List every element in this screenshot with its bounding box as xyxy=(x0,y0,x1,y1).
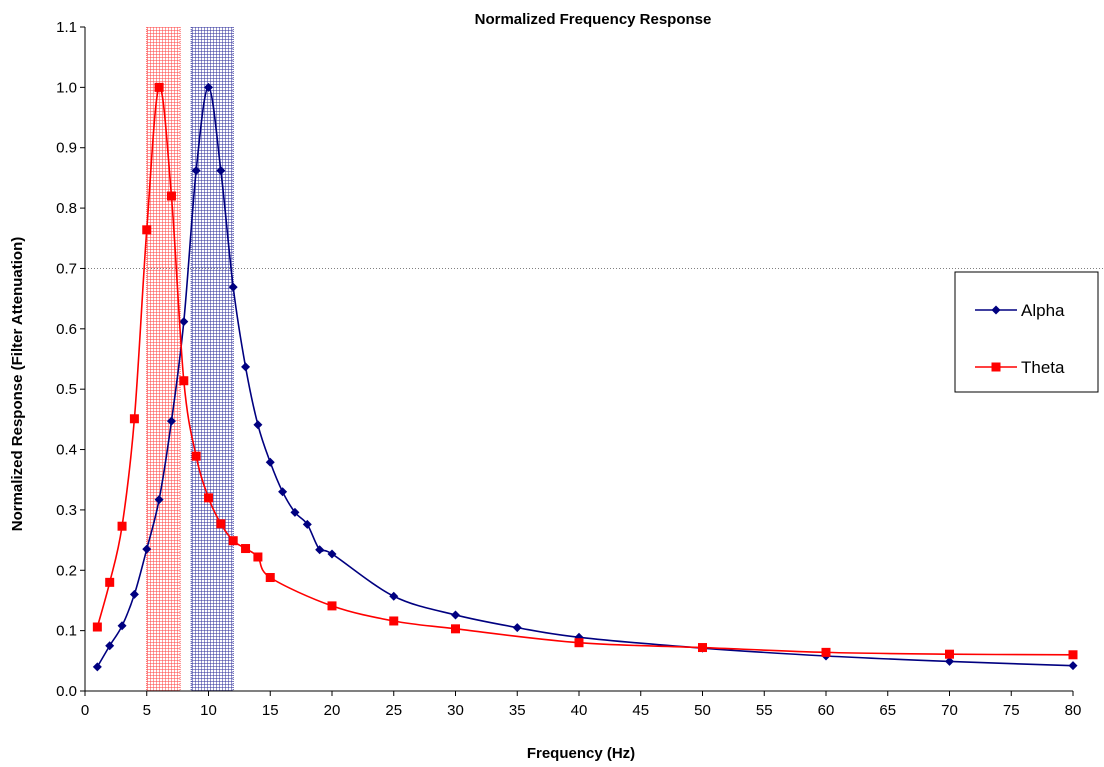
data-point-alpha xyxy=(265,457,275,467)
data-point-alpha xyxy=(302,519,312,529)
y-tick-label: 0.7 xyxy=(56,260,77,277)
y-tick-label: 0.8 xyxy=(56,200,77,217)
legend: Alpha Theta xyxy=(954,271,1099,393)
data-point-theta xyxy=(216,519,226,529)
legend-label: Alpha xyxy=(1021,301,1065,320)
series-layer xyxy=(92,82,1078,672)
data-point-alpha xyxy=(1068,661,1078,671)
data-point-alpha xyxy=(241,362,251,372)
data-point-alpha xyxy=(315,545,325,555)
data-point-theta xyxy=(179,376,189,386)
data-point-alpha xyxy=(129,589,139,599)
data-point-alpha xyxy=(166,416,176,426)
series-theta xyxy=(92,82,1078,660)
x-tick-label: 55 xyxy=(756,702,773,719)
legend-swatch-marker xyxy=(991,305,1001,315)
data-point-theta xyxy=(389,616,399,626)
data-point-theta xyxy=(166,191,176,201)
data-point-theta xyxy=(142,225,152,235)
data-point-alpha xyxy=(278,487,288,497)
legend-item-theta: Theta xyxy=(975,358,1065,377)
legend-item-alpha: Alpha xyxy=(975,301,1065,320)
x-tick-label: 35 xyxy=(509,702,526,719)
x-tick-label: 30 xyxy=(447,702,464,719)
y-tick-label: 0.5 xyxy=(56,381,77,398)
data-point-alpha xyxy=(216,166,226,176)
series-line-alpha xyxy=(96,86,1074,668)
data-point-theta xyxy=(574,638,584,648)
data-point-theta xyxy=(451,624,460,634)
x-tick-label: 15 xyxy=(262,702,279,719)
data-point-theta xyxy=(253,552,263,562)
data-point-theta xyxy=(327,601,337,611)
data-point-theta xyxy=(117,521,127,531)
data-point-theta xyxy=(241,544,251,554)
highlight-bands xyxy=(146,27,234,691)
data-point-theta xyxy=(105,577,115,587)
y-tick-label: 0.0 xyxy=(56,683,77,700)
data-point-theta xyxy=(265,573,275,583)
data-point-alpha xyxy=(451,610,460,620)
data-point-theta xyxy=(92,622,102,632)
data-point-theta xyxy=(698,643,707,653)
data-point-alpha xyxy=(142,544,152,554)
band-1 xyxy=(191,27,234,691)
data-point-alpha xyxy=(105,641,115,651)
x-tick-label: 80 xyxy=(1065,702,1082,719)
y-tick-label: 0.4 xyxy=(56,442,77,459)
y-tick-label: 0.9 xyxy=(56,140,77,157)
data-point-alpha xyxy=(253,420,263,430)
legend-label: Theta xyxy=(1021,358,1065,377)
y-tick-label: 0.2 xyxy=(56,562,77,579)
data-point-theta xyxy=(129,414,139,424)
data-point-theta xyxy=(945,649,954,659)
series-line-theta xyxy=(96,86,1074,656)
x-tick-label: 45 xyxy=(632,702,649,719)
data-point-alpha xyxy=(191,166,201,176)
band-0 xyxy=(146,27,181,691)
axes: 0.0 0.1 0.2 0.3 0.4 0.5 0.6 0.7 0.8 0.9 1.0 1.1 0 5 10… xyxy=(56,19,1081,719)
x-tick-label: 0 xyxy=(81,702,89,719)
data-point-alpha xyxy=(327,549,337,559)
x-tick-label: 10 xyxy=(200,702,217,719)
x-tick-label: 60 xyxy=(818,702,835,719)
data-point-theta xyxy=(191,451,201,461)
data-point-alpha xyxy=(179,317,189,327)
legend-box xyxy=(954,271,1099,393)
data-point-alpha xyxy=(228,282,238,292)
data-point-alpha xyxy=(154,495,164,505)
y-tick-label: 1.0 xyxy=(56,79,77,96)
data-point-alpha xyxy=(389,591,399,601)
x-tick-label: 40 xyxy=(571,702,588,719)
data-point-theta xyxy=(204,493,213,503)
y-tick-label: 1.1 xyxy=(56,19,77,36)
x-tick-label: 25 xyxy=(385,702,402,719)
y-tick-label: 0.1 xyxy=(56,623,77,640)
data-point-alpha xyxy=(945,656,954,666)
x-tick-label: 75 xyxy=(1003,702,1020,719)
data-point-alpha xyxy=(117,621,127,631)
y-axis-label: Normalized Response (Filter Attenuation) xyxy=(9,237,26,531)
chart-title: Normalized Frequency Response xyxy=(475,11,712,28)
y-tick-label: 0.3 xyxy=(56,502,77,519)
data-point-theta xyxy=(154,82,164,92)
x-tick-label: 65 xyxy=(879,702,896,719)
data-point-theta xyxy=(1068,650,1078,660)
y-tick-label: 0.6 xyxy=(56,321,77,338)
x-tick-label: 20 xyxy=(324,702,341,719)
x-axis-label: Frequency (Hz) xyxy=(527,745,635,762)
data-point-theta xyxy=(228,536,238,546)
series-alpha xyxy=(92,82,1078,672)
data-point-alpha xyxy=(204,82,213,92)
data-point-theta xyxy=(821,647,831,657)
x-tick-label: 50 xyxy=(694,702,711,719)
data-point-alpha xyxy=(290,507,300,517)
legend-swatch-marker xyxy=(991,362,1001,372)
x-tick-label: 5 xyxy=(143,702,151,719)
data-point-alpha xyxy=(512,623,522,633)
data-point-alpha xyxy=(92,662,102,672)
x-tick-label: 70 xyxy=(941,702,958,719)
